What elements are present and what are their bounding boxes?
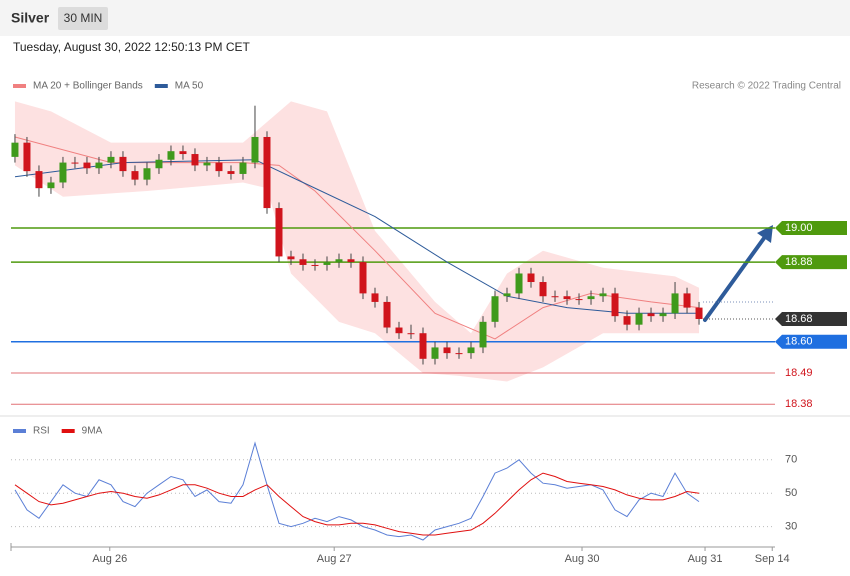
y-tick-label: 50: [785, 487, 797, 499]
candle-body: [119, 156, 127, 172]
ma-line: [14, 159, 699, 314]
candle-body: [203, 162, 211, 166]
level-label: 18.38: [785, 398, 813, 410]
legend-swatch: [13, 429, 26, 433]
candle-body: [587, 296, 595, 300]
level-label: 18.88: [785, 256, 813, 268]
candle-body: [623, 316, 631, 325]
instrument: Silver: [11, 10, 50, 26]
candle-body: [215, 162, 223, 172]
interval-button[interactable]: [58, 7, 108, 30]
legend-swatch: [154, 84, 168, 88]
candle-body: [683, 293, 691, 308]
level-tag: [775, 311, 847, 326]
candle-body: [539, 282, 547, 297]
x-tick-label: Aug 31: [688, 553, 723, 565]
level-label: 18.60: [785, 336, 813, 348]
candle-body: [35, 171, 43, 189]
candle-body: [47, 182, 55, 189]
candle-body: [323, 262, 331, 265]
candle-body: [143, 168, 151, 180]
candle-body: [83, 162, 91, 169]
level-label: 18.49: [785, 367, 813, 379]
candle-body: [659, 313, 667, 317]
x-tick-label: Aug 30: [565, 553, 600, 565]
legend-label: RSI: [33, 426, 50, 437]
rsi-line: [14, 441, 700, 541]
candle-body: [335, 259, 343, 263]
candle-body: [131, 171, 139, 180]
candle-body: [671, 293, 679, 314]
candle-body: [479, 321, 487, 348]
candle-body: [419, 333, 427, 359]
candle-body: [359, 262, 367, 294]
legend-swatch: [61, 429, 75, 433]
candle-body: [71, 162, 79, 164]
arrow-head: [757, 225, 773, 243]
level-label: 19.00: [785, 222, 813, 234]
level-label: 18.68: [785, 313, 813, 325]
candle-body: [263, 136, 271, 209]
candle-body: [287, 256, 295, 260]
candle-body: [179, 151, 187, 155]
x-tick-label: Aug 26: [92, 553, 127, 565]
candle-body: [251, 136, 259, 163]
candle-body: [191, 154, 199, 166]
candle-body: [227, 171, 235, 174]
candle-body: [167, 151, 175, 160]
candle-body: [515, 273, 523, 294]
x-tick-label: Sep 14: [755, 553, 790, 565]
candle-body: [647, 313, 655, 317]
y-tick-label: 70: [785, 454, 797, 466]
candle-body: [275, 208, 283, 257]
timestamp: Tuesday, August 30, 2022 12:50:13 PM CET: [13, 40, 250, 54]
interval[interactable]: 30 MIN: [64, 11, 103, 25]
candle-body: [155, 159, 163, 169]
level-tag: [775, 220, 847, 235]
candle-body: [239, 162, 247, 174]
forecast-arrow: [703, 232, 769, 322]
candle-body: [455, 353, 463, 355]
level-tag: [775, 255, 847, 270]
candle-body: [311, 264, 319, 266]
candle-body: [431, 347, 439, 359]
candle-body: [575, 299, 583, 301]
candle-body: [383, 301, 391, 328]
candle-body: [299, 259, 307, 265]
y-tick-label: 30: [785, 521, 797, 533]
candle-body: [695, 307, 703, 319]
candle-body: [443, 347, 451, 354]
candle-body: [635, 313, 643, 325]
x-tick-label: Aug 27: [317, 553, 352, 565]
candle-body: [527, 273, 535, 283]
candle-body: [407, 333, 415, 335]
level-tag: [775, 334, 847, 349]
candle-body: [59, 162, 67, 183]
legend-label: MA 20 + Bollinger Bands: [33, 81, 143, 92]
legend-swatch: [13, 84, 26, 88]
legend-label: 9MA: [82, 426, 103, 437]
candle-body: [503, 293, 511, 297]
candle-body: [395, 327, 403, 334]
candle-body: [611, 293, 619, 317]
candle-body: [371, 293, 379, 302]
candle-body: [107, 156, 115, 163]
candle-body: [23, 142, 31, 172]
candle-body: [551, 296, 559, 298]
candle-body: [563, 296, 571, 300]
candle-body: [599, 293, 607, 297]
candle-body: [467, 347, 475, 354]
candle-body: [11, 142, 19, 157]
credit: Research © 2022 Trading Central: [692, 81, 841, 92]
rsi-line: [14, 472, 700, 536]
candle-body: [491, 296, 499, 322]
bollinger-band: [14, 101, 700, 382]
candle-body: [95, 162, 103, 169]
candle-body: [347, 259, 355, 263]
legend-label: MA 50: [175, 81, 204, 92]
header-bar: [0, 0, 850, 36]
